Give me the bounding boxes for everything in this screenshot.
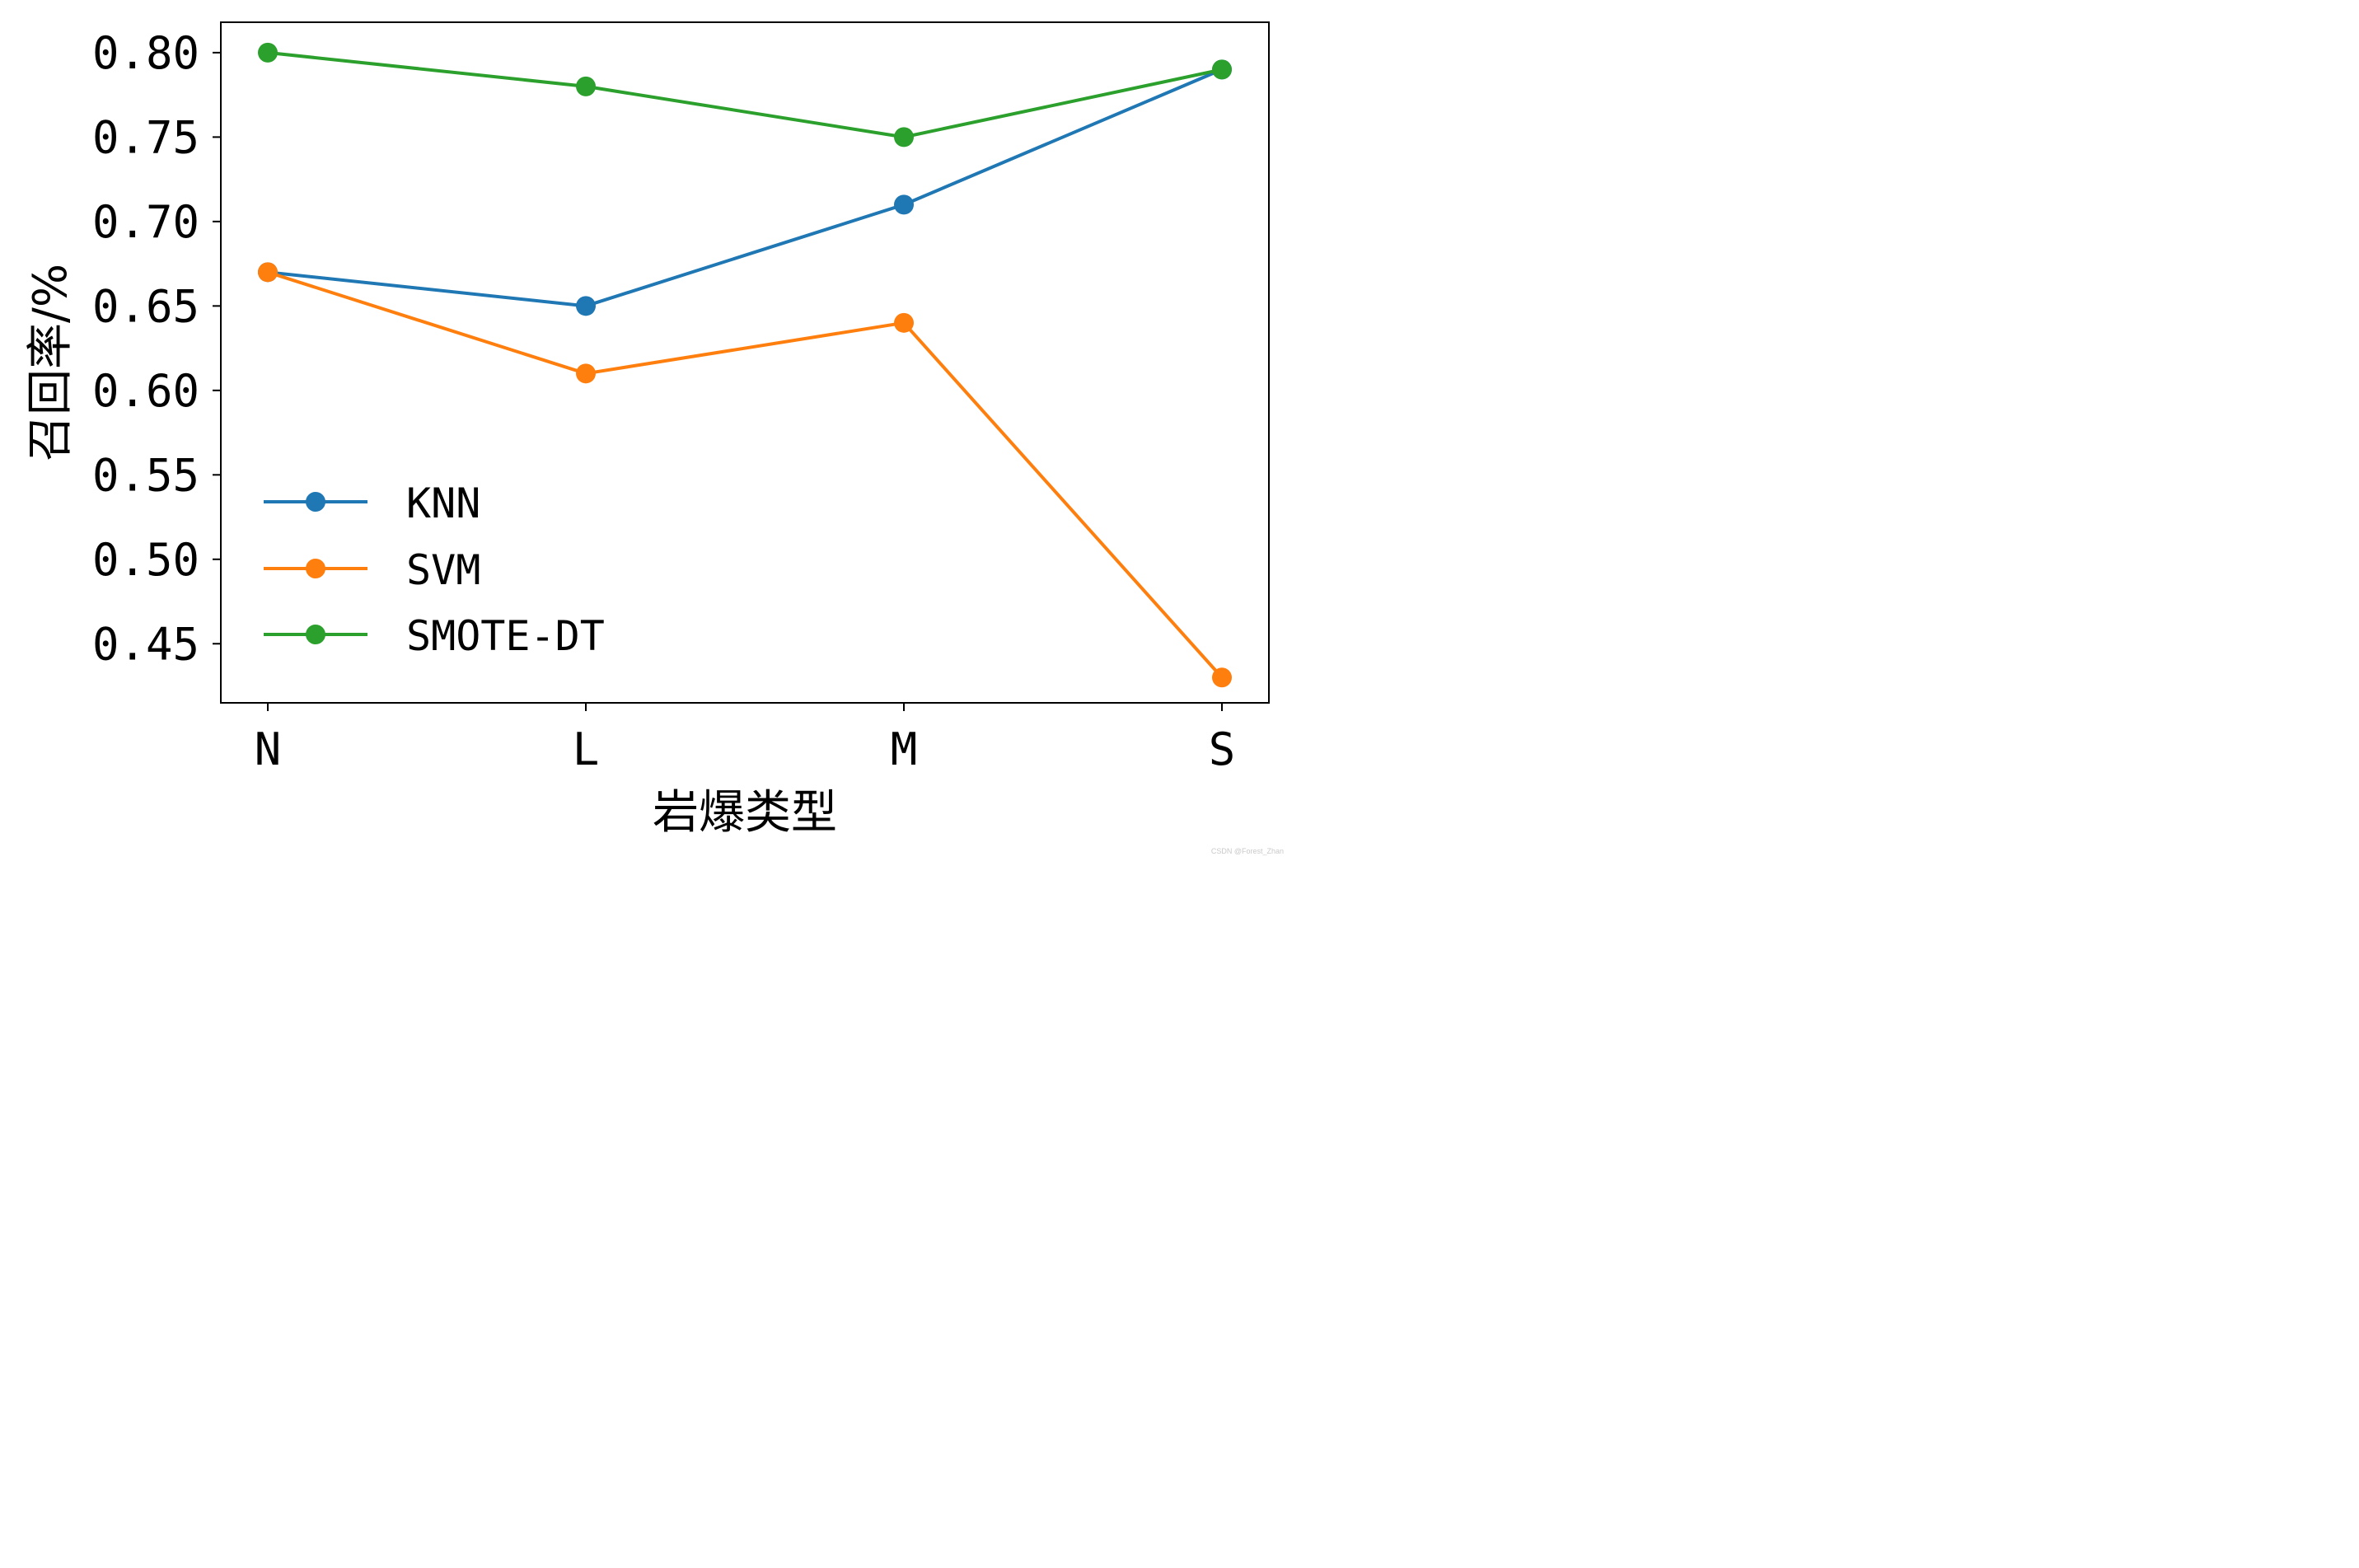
data-point-smote-dt (1212, 59, 1232, 80)
series-line-knn (267, 68, 1223, 308)
legend-marker-svm (306, 559, 325, 578)
data-point-svm (576, 363, 596, 384)
data-point-knn (894, 194, 914, 215)
legend-label-svm: SVM (406, 546, 480, 594)
series-layer (258, 42, 1232, 688)
series-line-svm (267, 270, 1224, 679)
data-point-smote-dt (576, 76, 596, 96)
line-chart: 0.45 0.50 0.55 0.60 0.65 0.70 0.75 0.80 N L M S KN… (24, 21, 1284, 855)
watermark: CSDN @Forest_Zhan (1211, 847, 1284, 855)
plot-frame (220, 21, 1270, 704)
data-point-svm (1212, 667, 1232, 688)
x-axis-label: 岩爆类型 (653, 786, 837, 840)
x-tick-label: N (255, 723, 282, 775)
data-point-knn (576, 296, 596, 316)
legend-label-smote-dt: SMOTE-DT (406, 612, 605, 660)
y-tick-label: 0.60 (92, 365, 199, 417)
y-tick-label: 0.70 (92, 196, 199, 248)
y-tick-label: 0.80 (92, 27, 199, 79)
y-axis-label: 召回率/% (24, 264, 77, 461)
legend-marker-knn (306, 492, 325, 512)
data-point-smote-dt (258, 42, 278, 63)
x-tick-label: S (1209, 723, 1236, 775)
x-tick-label: M (891, 723, 918, 775)
legend-label-knn: KNN (406, 480, 480, 527)
y-tick-label: 0.55 (92, 449, 199, 501)
data-point-svm (258, 262, 278, 283)
data-point-smote-dt (894, 127, 914, 147)
legend: KNN SVM SMOTE-DT (264, 480, 605, 660)
data-point-svm (894, 312, 914, 333)
x-tick-label: L (573, 723, 600, 775)
legend-marker-smote-dt (306, 625, 325, 644)
series-line-smote-dt (267, 50, 1223, 139)
y-tick-label: 0.75 (92, 111, 199, 163)
y-tick-label: 0.45 (92, 618, 199, 670)
y-tick-label: 0.50 (92, 534, 199, 586)
y-axis: 0.45 0.50 0.55 0.60 0.65 0.70 0.75 0.80 (92, 27, 221, 670)
y-tick-label: 0.65 (92, 280, 199, 332)
